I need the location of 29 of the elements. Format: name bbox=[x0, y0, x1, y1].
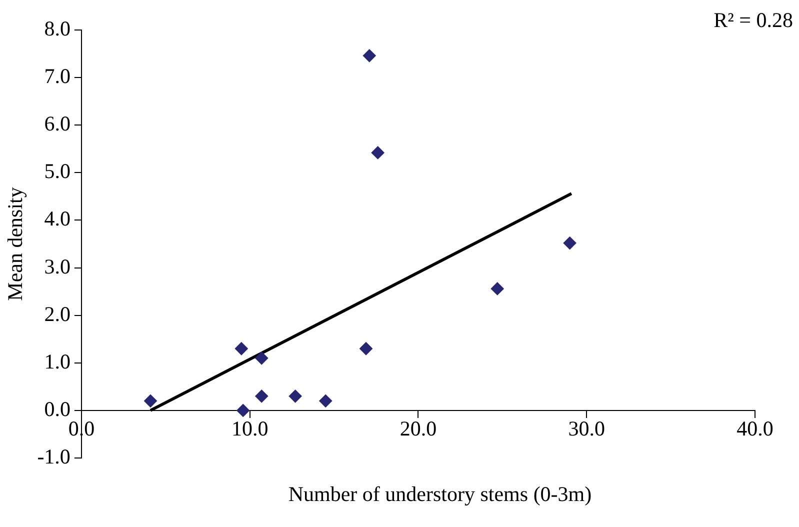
y-axis-title: Mean density bbox=[3, 186, 28, 301]
x-tick-label: 10.0 bbox=[231, 416, 268, 441]
x-axis-title: Number of understory stems (0-3m) bbox=[287, 482, 593, 507]
y-tick-label: 0.0 bbox=[44, 396, 70, 421]
point bbox=[490, 282, 504, 296]
y-tick-label: 5.0 bbox=[44, 159, 70, 184]
x-tick-label: 20.0 bbox=[400, 416, 437, 441]
point bbox=[563, 236, 576, 250]
point bbox=[362, 49, 376, 62]
y-tick-label: 2.0 bbox=[44, 302, 70, 326]
point bbox=[234, 342, 248, 356]
point bbox=[236, 404, 250, 417]
y-tick-label: 7.0 bbox=[44, 64, 70, 88]
x-tick-label: 30.0 bbox=[568, 416, 605, 441]
y-tick-label: 3.0 bbox=[44, 254, 70, 278]
y-tick-label: -1.0 bbox=[37, 444, 70, 469]
point bbox=[288, 390, 302, 403]
point bbox=[319, 394, 332, 408]
y-tick-label: 8.0 bbox=[44, 16, 70, 41]
point bbox=[144, 394, 157, 408]
annotation: R² = 0.28 bbox=[714, 8, 793, 33]
point bbox=[255, 352, 268, 365]
point bbox=[360, 342, 373, 356]
y-tick-label: 1.0 bbox=[44, 349, 70, 374]
y-tick-label: 4.0 bbox=[44, 206, 70, 231]
x-tick-label: 40.0 bbox=[736, 416, 774, 441]
y-tick-label: 6.0 bbox=[44, 112, 70, 136]
point bbox=[371, 146, 384, 160]
point bbox=[255, 390, 268, 403]
